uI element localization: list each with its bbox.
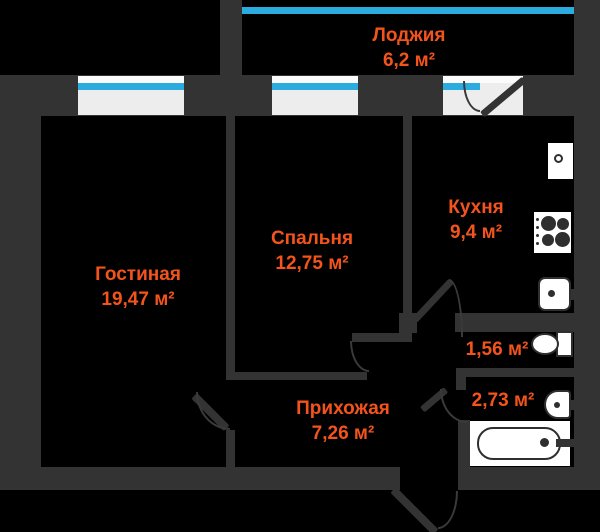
bathtub-tap — [556, 439, 574, 447]
room-name: Гостиная — [95, 264, 181, 285]
wall-bottom-right — [458, 467, 600, 490]
room-label-hallway: Прихожая 7,26 м² — [296, 396, 390, 446]
stove-knob — [536, 226, 539, 229]
room-label-bedroom: Спальня 12,75 м² — [271, 226, 353, 276]
room-area: 12,75 м² — [275, 253, 349, 274]
wall-right-outer — [574, 0, 600, 490]
loggia-glazing-icon — [242, 7, 574, 14]
wall-living-divider-lower — [226, 430, 235, 467]
room-area: 19,47 м² — [101, 289, 175, 310]
stove-burner — [557, 218, 569, 230]
sink-drain — [548, 290, 555, 297]
washbasin-drain — [554, 402, 560, 408]
wall-wc-top — [455, 313, 574, 332]
entrance-door-icon — [390, 487, 439, 532]
room-label-wc: 1,56 м² — [466, 337, 529, 362]
door-swing-icon — [196, 392, 230, 430]
room-area: 2,73 м² — [471, 390, 535, 411]
wall-loggia-left — [220, 0, 242, 75]
door-leaf-icon — [412, 278, 454, 323]
window-glazing — [272, 83, 358, 90]
room-area: 1,56 м² — [465, 339, 529, 360]
wall-living-bedroom-divider — [226, 116, 235, 380]
wall-kitchen-left — [403, 116, 412, 342]
door-swing-icon — [440, 389, 467, 423]
room-name: Спальня — [270, 228, 354, 249]
window-frame — [272, 76, 358, 83]
room-name: Кухня — [448, 197, 504, 218]
room-name: Прихожая — [296, 398, 390, 419]
wall-bedroom-bottom — [227, 372, 367, 380]
bathtub-drain — [540, 438, 549, 447]
room-label-loggia: Лоджия 6,2 м² — [373, 23, 446, 73]
room-label-kitchen: Кухня 9,4 м² — [448, 195, 504, 245]
stove-knob — [536, 242, 539, 245]
wall-wc-bath-divider — [456, 368, 574, 377]
wall-bottom-left — [0, 467, 400, 490]
window-frame — [78, 76, 184, 83]
room-area: 7,26 м² — [311, 423, 375, 444]
stove-knob — [536, 218, 539, 221]
room-name: Лоджия — [372, 25, 446, 46]
stove-knob — [536, 234, 539, 237]
window-frame — [443, 76, 523, 83]
stove-burner — [555, 232, 570, 247]
window-glazing — [443, 83, 480, 90]
door-swing-icon — [350, 341, 369, 372]
room-label-living: Гостиная 19,47 м² — [95, 262, 181, 312]
door-swing-icon — [449, 279, 463, 337]
wall-bath-left-stub — [456, 368, 466, 390]
window-glazing — [78, 83, 184, 90]
wall-hall-bar — [352, 333, 412, 342]
fridge-handle — [554, 154, 563, 163]
room-area: 6,2 м² — [382, 50, 436, 71]
wall-bath-left-lower — [458, 420, 470, 467]
room-area: 9,4 м² — [449, 222, 503, 243]
wall-left-outer — [0, 75, 41, 490]
stove-burner — [541, 216, 556, 231]
toilet-icon — [531, 333, 559, 355]
room-label-bathroom: 2,73 м² — [472, 388, 535, 413]
stove-burner — [542, 234, 554, 246]
door-swing-icon — [438, 491, 458, 529]
